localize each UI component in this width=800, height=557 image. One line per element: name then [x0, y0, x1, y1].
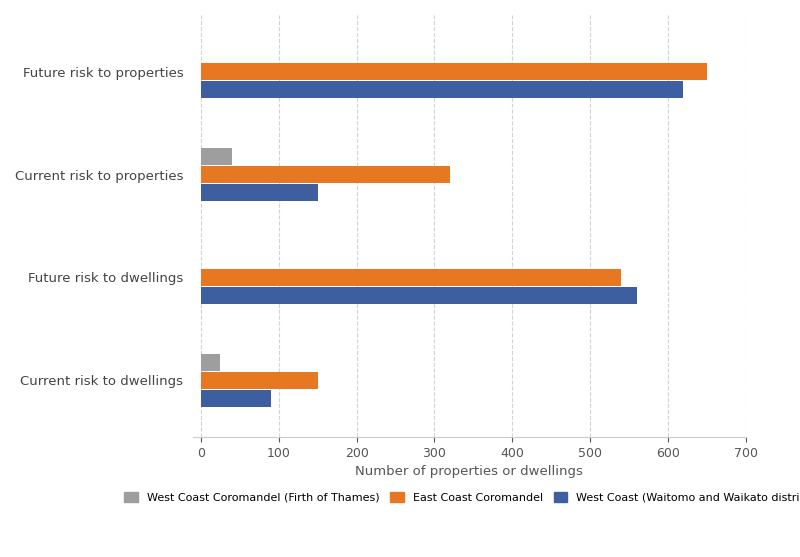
- Bar: [201, 390, 271, 407]
- Bar: [201, 184, 318, 201]
- Bar: [201, 166, 450, 183]
- X-axis label: Number of properties or dwellings: Number of properties or dwellings: [355, 465, 583, 478]
- Bar: [201, 148, 232, 165]
- Legend: West Coast Coromandel (Firth of Thames), East Coast Coromandel, West Coast (Wait: West Coast Coromandel (Firth of Thames),…: [120, 488, 800, 507]
- Bar: [201, 372, 318, 389]
- Bar: [201, 81, 683, 98]
- Bar: [201, 269, 621, 286]
- Bar: [201, 354, 221, 371]
- Bar: [201, 287, 637, 304]
- Bar: [201, 63, 706, 80]
